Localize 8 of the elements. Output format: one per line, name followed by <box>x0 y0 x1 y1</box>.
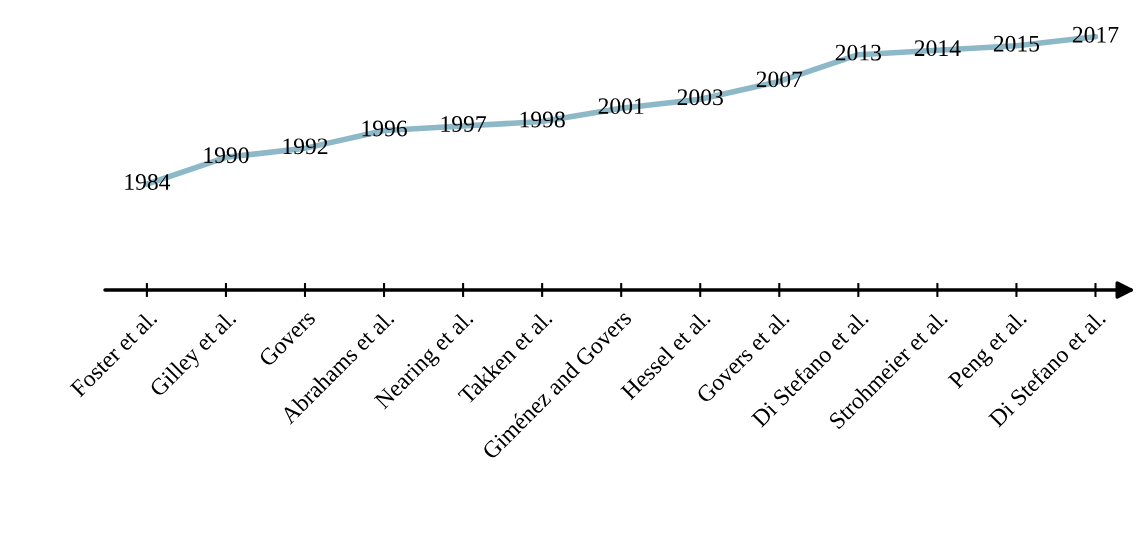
data-label: 1996 <box>362 120 407 137</box>
data-label: 2017 <box>1072 26 1119 43</box>
data-label: 2001 <box>598 98 644 115</box>
data-label: 2014 <box>914 40 961 57</box>
data-label: 2007 <box>756 71 803 88</box>
data-label: 1984 <box>125 174 171 190</box>
data-label: 1990 <box>204 147 249 164</box>
data-label: 2013 <box>835 44 882 61</box>
